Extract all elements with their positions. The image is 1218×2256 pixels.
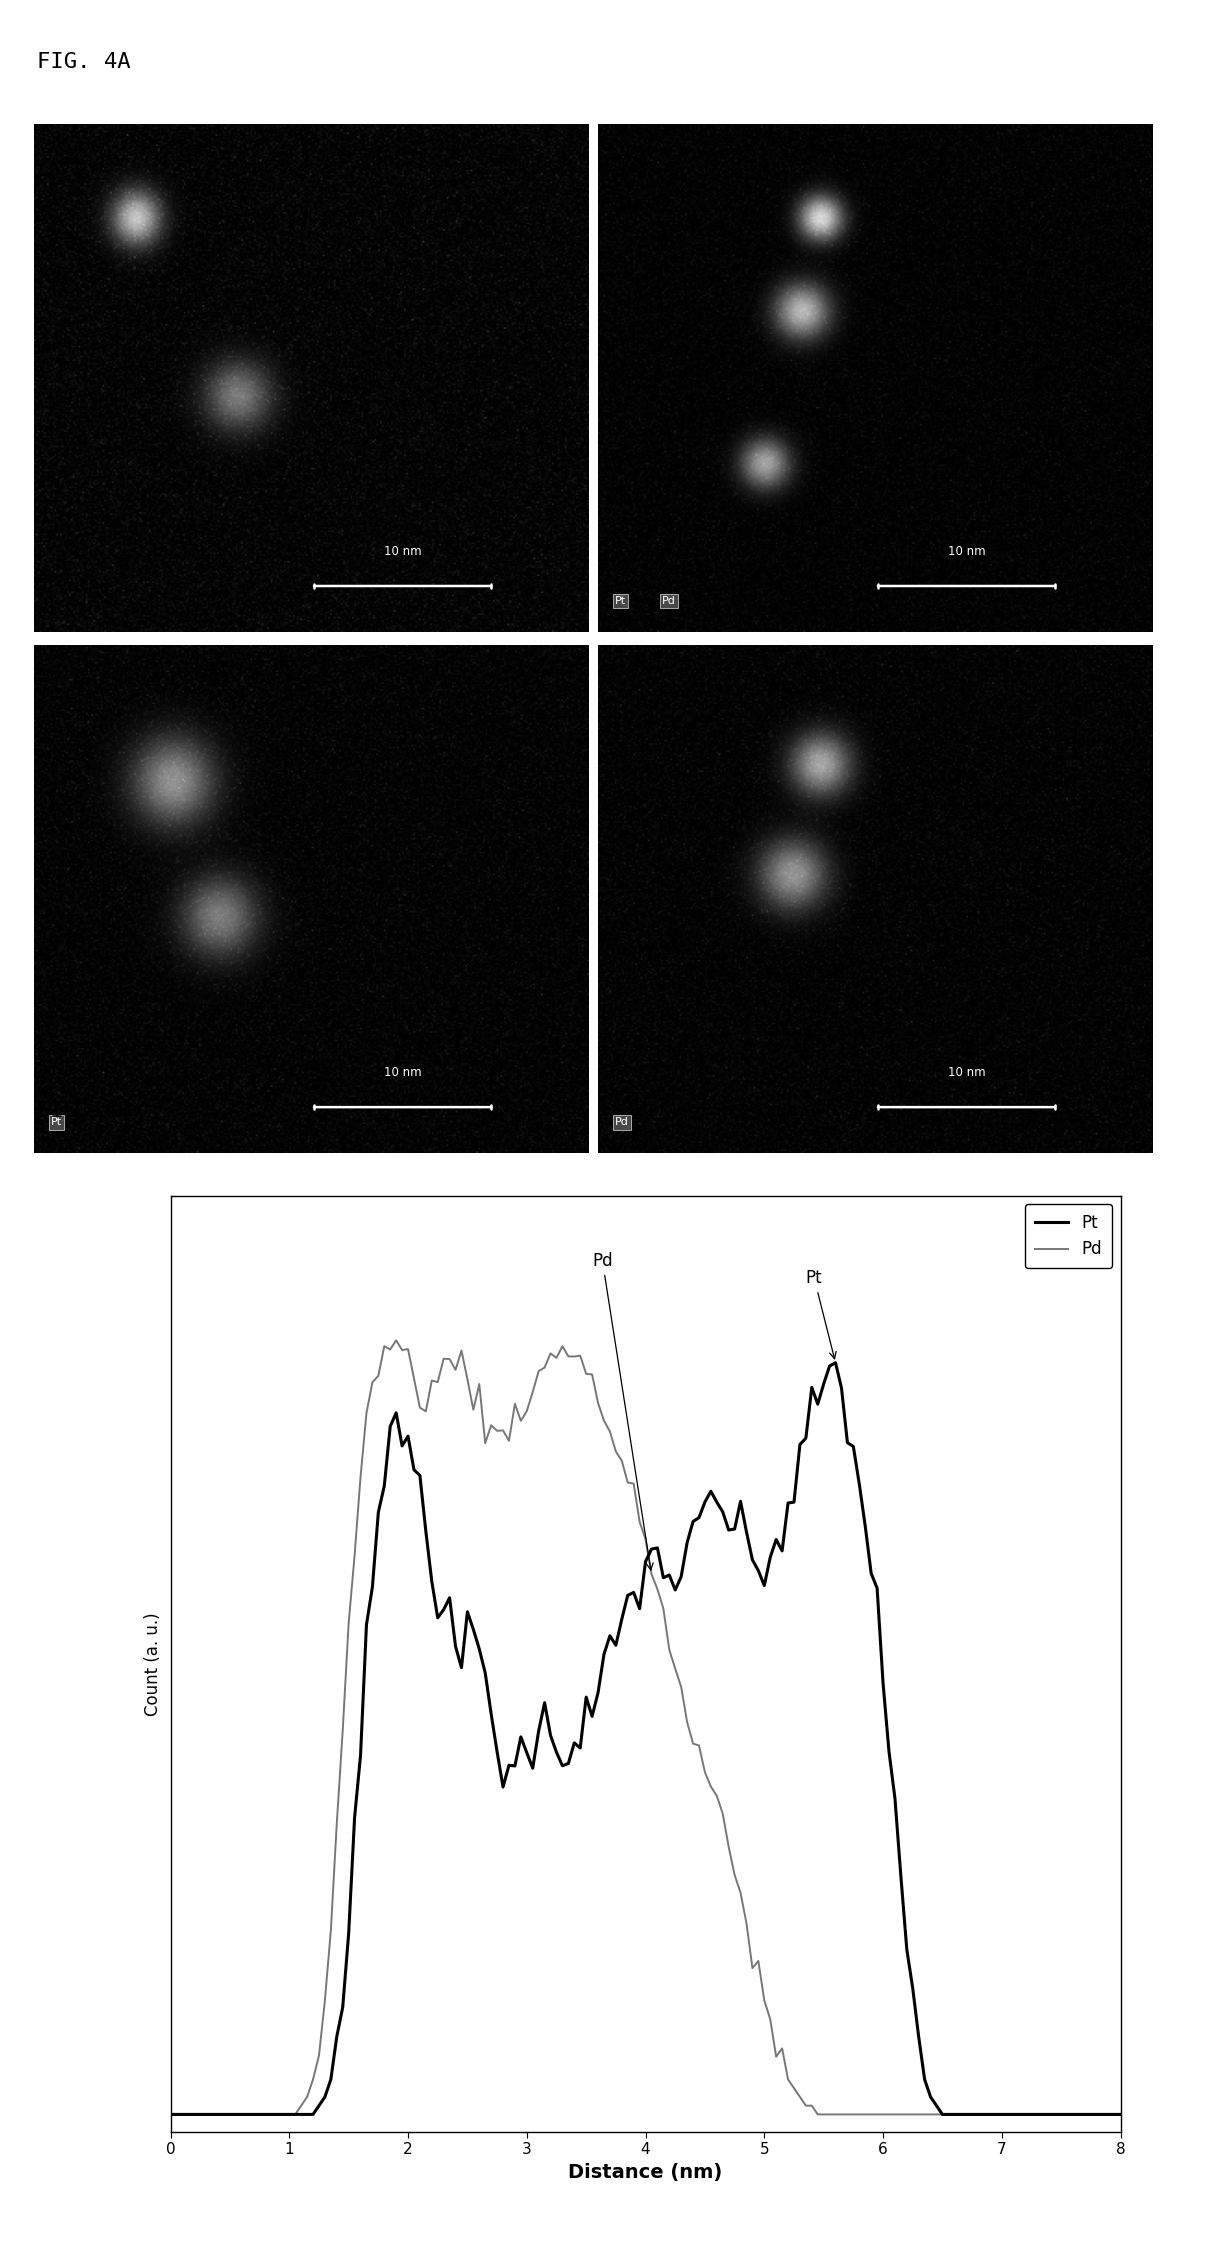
Text: Pd: Pd: [592, 1252, 653, 1570]
Pt: [382, 1412, 397, 1439]
Text: Pt: Pt: [51, 1117, 62, 1128]
Pd: [389, 1327, 403, 1354]
Text: 10 nm: 10 nm: [948, 546, 985, 557]
Pt: [163, 2100, 178, 2127]
Text: Pd: Pd: [615, 1117, 628, 1128]
Line: Pd: Pd: [171, 1340, 1121, 2114]
Pd: [382, 1336, 397, 1363]
Pd: [514, 1408, 529, 1435]
Text: 10 nm: 10 nm: [384, 1067, 421, 1078]
Pt: [192, 2100, 207, 2127]
Legend: Pt, Pd: Pt, Pd: [1024, 1205, 1112, 1268]
X-axis label: Distance (nm): Distance (nm): [569, 2164, 722, 2182]
Pt: [234, 2100, 250, 2127]
Pd: [192, 2100, 207, 2127]
Pd: [163, 2100, 178, 2127]
Text: Pt: Pt: [806, 1270, 836, 1358]
Pt: [448, 1633, 463, 1660]
Text: FIG. 4B: FIG. 4B: [37, 1101, 130, 1121]
Pd: [454, 1338, 469, 1365]
Pd: [234, 2100, 250, 2127]
Pt: [828, 1349, 843, 1376]
Pd: [1113, 2100, 1128, 2127]
Pt: [537, 1690, 552, 1717]
Line: Pt: Pt: [171, 1363, 1121, 2114]
Text: 10 nm: 10 nm: [384, 546, 421, 557]
Text: 10 nm: 10 nm: [948, 1067, 985, 1078]
Pt: [508, 1753, 523, 1780]
Text: FIG. 4A: FIG. 4A: [37, 52, 130, 72]
Pt: [1113, 2100, 1128, 2127]
Y-axis label: Count (a. u.): Count (a. u.): [144, 1613, 162, 1715]
Pd: [543, 1340, 558, 1367]
Text: Pt: Pt: [615, 596, 626, 607]
Text: Pd: Pd: [661, 596, 676, 607]
